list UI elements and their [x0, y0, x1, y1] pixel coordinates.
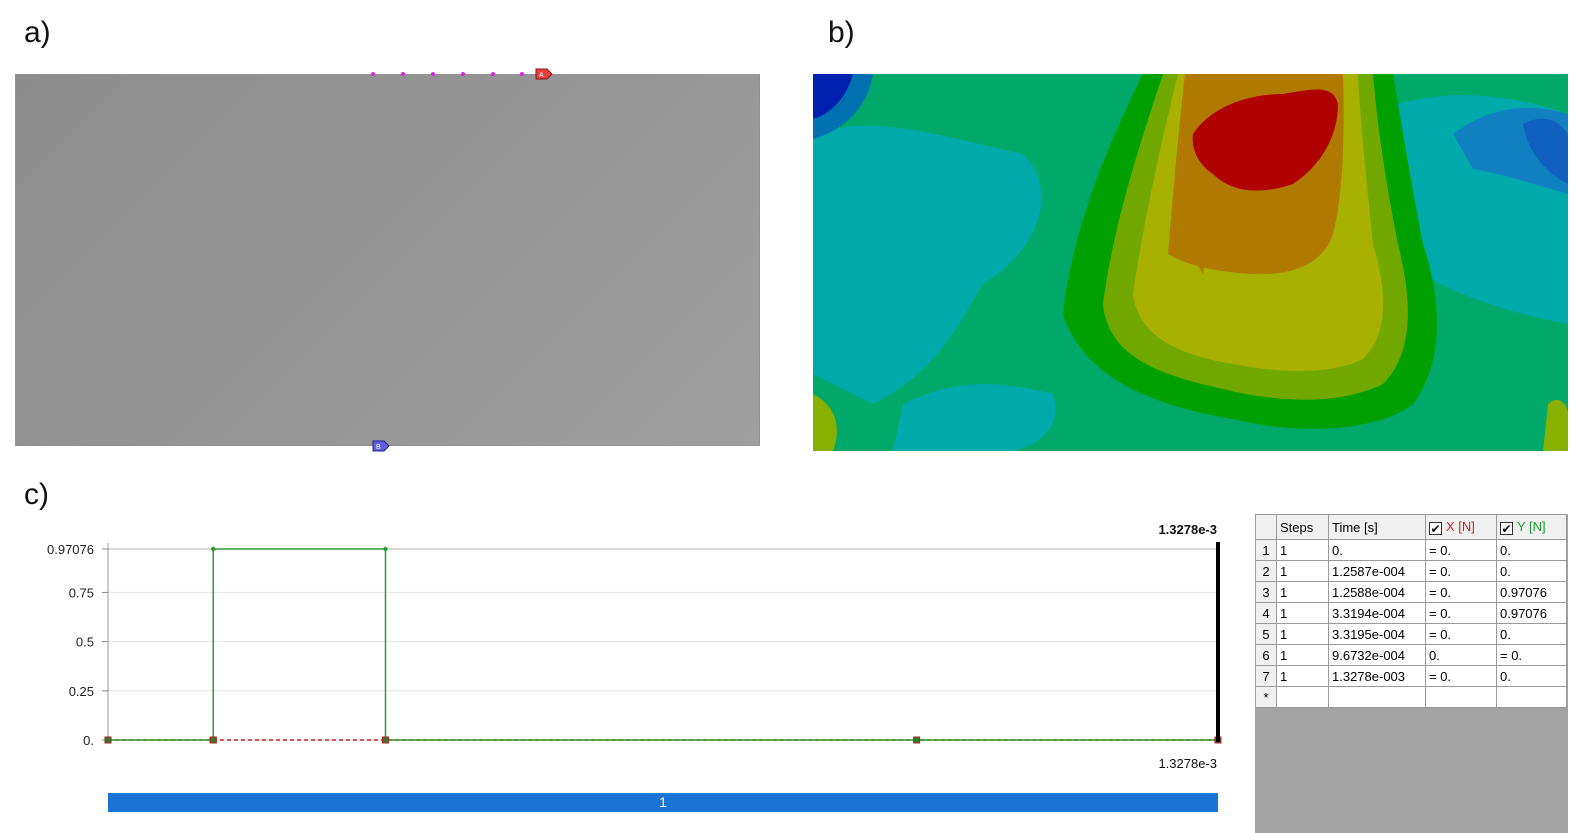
analysis-step-bar[interactable]: 1: [108, 793, 1218, 812]
row-number-cell: 2: [1255, 560, 1277, 582]
x-force-data-point[interactable]: [104, 736, 112, 744]
y-value-cell[interactable]: [1496, 686, 1567, 708]
row-number-cell: 4: [1255, 602, 1277, 624]
load-point: [371, 72, 375, 76]
time-cell[interactable]: 1.2587e-004: [1328, 560, 1426, 582]
time-cell[interactable]: 0.: [1328, 539, 1426, 561]
time-cell[interactable]: 3.3194e-004: [1328, 602, 1426, 624]
column-header-x-label: X [N]: [1446, 519, 1475, 535]
load-point: [461, 72, 465, 76]
x-value-cell[interactable]: = 0.: [1425, 602, 1497, 624]
panel-label-c: c): [24, 478, 49, 511]
x-value-cell[interactable]: = 0.: [1425, 665, 1497, 687]
chart-grid: [108, 548, 1218, 741]
x-value-cell[interactable]: = 0.: [1425, 581, 1497, 603]
step-cell[interactable]: 1: [1276, 644, 1329, 666]
row-number-cell: 3: [1255, 581, 1277, 603]
row-number-cell: 5: [1255, 623, 1277, 645]
y-value-cell[interactable]: 0.: [1496, 665, 1567, 687]
step-cell[interactable]: 1: [1276, 623, 1329, 645]
y-column-checkbox[interactable]: ✔: [1500, 521, 1513, 536]
x-value-cell[interactable]: [1425, 686, 1497, 708]
time-cell[interactable]: 9.6732e-004: [1328, 644, 1426, 666]
panel-label-a: a): [24, 16, 51, 49]
column-header-x[interactable]: ✔ X [N]: [1425, 514, 1497, 540]
step-cell[interactable]: 1: [1276, 560, 1329, 582]
chart-series-group: [108, 548, 1218, 741]
table-row[interactable]: 3 1 1.2588e-004 = 0. 0.97076: [1255, 581, 1567, 603]
load-history-chart[interactable]: 0.97076 0.75 0.5 0.25 0. 1.3278e-3 1.3278e-3: [0, 510, 1240, 780]
tabular-data-table: Steps Time [s] ✔ X [N] ✔ Y [N] 1 1 0. = 0. 0. 2…: [1255, 514, 1567, 708]
geometry-viewport[interactable]: [15, 74, 760, 446]
stress-contour-plot: [813, 74, 1568, 451]
x-value-cell[interactable]: = 0.: [1425, 560, 1497, 582]
row-number-cell: 7: [1255, 665, 1277, 687]
table-row[interactable]: 1 1 0. = 0. 0.: [1255, 539, 1567, 561]
load-point: [431, 72, 435, 76]
x-force-data-point[interactable]: [209, 736, 217, 744]
load-point: [520, 72, 524, 76]
time-cell[interactable]: [1328, 686, 1426, 708]
end-time-label-top: 1.3278e-3: [1158, 522, 1217, 537]
load-point: [401, 72, 405, 76]
time-cell[interactable]: 1.2588e-004: [1328, 581, 1426, 603]
x-force-data-point[interactable]: [913, 736, 921, 744]
column-header-y-label: Y [N]: [1517, 519, 1546, 535]
table-row[interactable]: 4 1 3.3194e-004 = 0. 0.97076: [1255, 602, 1567, 624]
y-tick-label: 0.75: [69, 585, 94, 600]
boundary-marker-a[interactable]: A: [535, 68, 553, 80]
table-row[interactable]: 6 1 9.6732e-004 0. = 0.: [1255, 644, 1567, 666]
panel-label-b: b): [828, 16, 855, 49]
time-cell[interactable]: 1.3278e-003: [1328, 665, 1426, 687]
row-number-cell: 6: [1255, 644, 1277, 666]
table-row[interactable]: 5 1 3.3195e-004 = 0. 0.: [1255, 623, 1567, 645]
y-tick-label: 0.: [83, 733, 94, 748]
y-value-cell[interactable]: 0.97076: [1496, 602, 1567, 624]
step-cell[interactable]: 1: [1276, 665, 1329, 687]
time-cell[interactable]: 3.3195e-004: [1328, 623, 1426, 645]
table-header-row: Steps Time [s] ✔ X [N] ✔ Y [N]: [1255, 514, 1567, 540]
x-force-data-point[interactable]: [382, 736, 389, 744]
table-corner-cell: [1255, 514, 1277, 540]
chart-y-axis: 0.97076 0.75 0.5 0.25 0.: [47, 542, 109, 748]
y-value-cell[interactable]: 0.: [1496, 623, 1567, 645]
marker-b-label: B: [376, 444, 381, 451]
y-tick-label: 0.97076: [47, 542, 94, 557]
boundary-marker-b[interactable]: B: [372, 440, 390, 452]
y-value-cell[interactable]: 0.: [1496, 539, 1567, 561]
step-cell[interactable]: 1: [1276, 539, 1329, 561]
load-point: [491, 72, 495, 76]
x-value-cell[interactable]: = 0.: [1425, 539, 1497, 561]
y-force-data-point[interactable]: [383, 546, 388, 552]
table-row[interactable]: *: [1255, 686, 1567, 708]
y-value-cell[interactable]: 0.97076: [1496, 581, 1567, 603]
column-header-time[interactable]: Time [s]: [1328, 514, 1426, 540]
x-column-checkbox[interactable]: ✔: [1429, 521, 1442, 536]
y-tick-label: 0.5: [76, 635, 94, 650]
x-value-cell[interactable]: = 0.: [1425, 623, 1497, 645]
end-time-label-bottom: 1.3278e-3: [1158, 756, 1217, 771]
row-number-cell: 1: [1255, 539, 1277, 561]
y-force-series-line: [108, 548, 1218, 741]
step-cell[interactable]: 1: [1276, 602, 1329, 624]
y-tick-label: 0.25: [69, 684, 94, 699]
table-row[interactable]: 2 1 1.2587e-004 = 0. 0.: [1255, 560, 1567, 582]
y-value-cell[interactable]: = 0.: [1496, 644, 1567, 666]
step-cell[interactable]: 1: [1276, 581, 1329, 603]
row-number-cell: *: [1255, 686, 1277, 708]
x-value-cell[interactable]: 0.: [1425, 644, 1497, 666]
table-row[interactable]: 7 1 1.3278e-003 = 0. 0.: [1255, 665, 1567, 687]
y-value-cell[interactable]: 0.: [1496, 560, 1567, 582]
marker-a-label: A: [539, 72, 544, 79]
column-header-y[interactable]: ✔ Y [N]: [1496, 514, 1567, 540]
chart-points-group: [104, 546, 1222, 744]
step-cell[interactable]: [1276, 686, 1329, 708]
y-force-data-point[interactable]: [211, 546, 216, 552]
tabular-data-panel: Steps Time [s] ✔ X [N] ✔ Y [N] 1 1 0. = 0. 0. 2…: [1255, 514, 1568, 833]
column-header-steps[interactable]: Steps: [1276, 514, 1329, 540]
